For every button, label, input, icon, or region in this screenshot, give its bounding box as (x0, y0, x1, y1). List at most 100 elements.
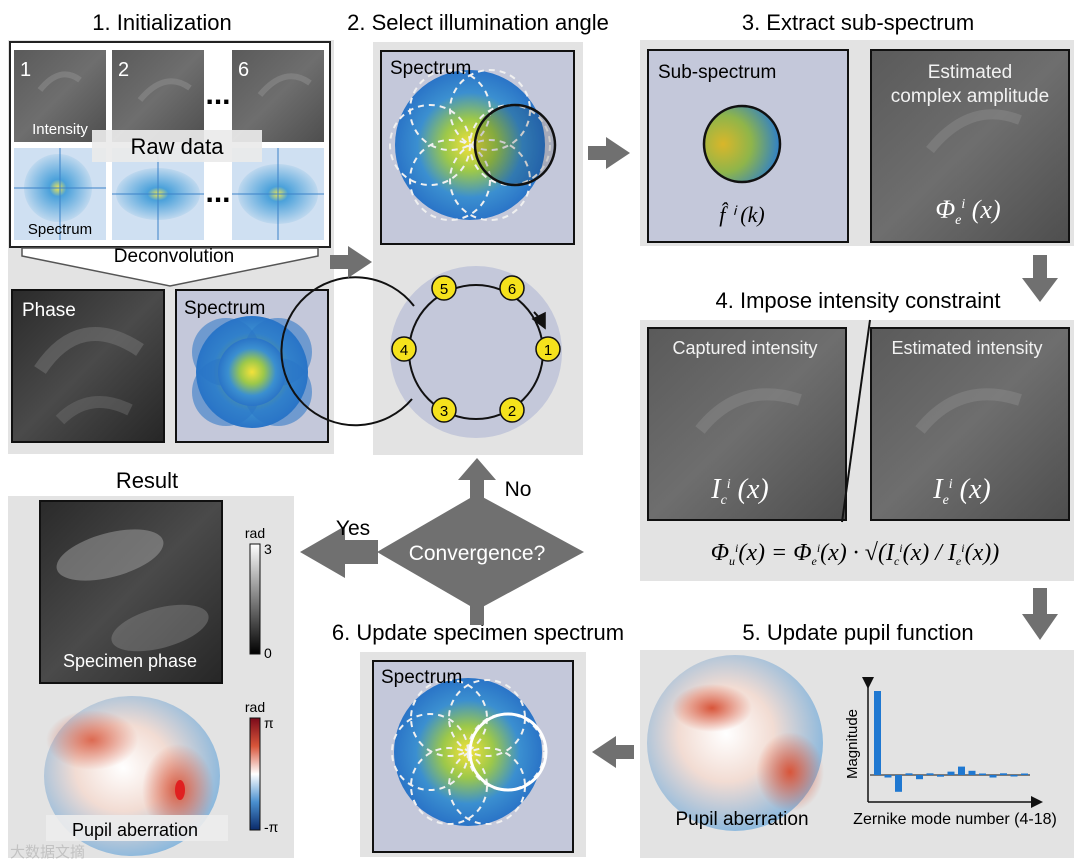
estimated-amplitude-formula: Φei (x) (935, 195, 1000, 228)
spectra-ellipsis: ... (205, 176, 230, 209)
illumination-angle-wheel: 1 2 3 4 5 6 (280, 266, 562, 438)
zernike-bar-18 (1021, 773, 1028, 775)
arrow-impose-to-pupil (1022, 588, 1058, 640)
specimen-phase-label: Specimen phase (63, 651, 197, 671)
zernike-bar-4 (874, 691, 881, 775)
sub-spectrum-circle (702, 104, 782, 184)
angle-number-1: 1 (544, 342, 552, 359)
pupil-colorbar-min: -π (264, 819, 279, 835)
chart-x-label: Zernike mode number (4-18) (853, 811, 1057, 828)
decision-yes-label: Yes (336, 517, 370, 540)
convergence-question: Convergence? (409, 542, 546, 565)
raw-frame-1 (14, 50, 106, 142)
arrow-pupil-to-update (592, 736, 634, 768)
panel-select-angle: Spectrum 1 2 3 4 5 6 (280, 42, 583, 455)
zernike-bar-10 (937, 775, 944, 777)
update-spectrum-label: Spectrum (381, 667, 462, 688)
select-spectrum-flower (389, 69, 557, 221)
select-spectrum-label: Spectrum (390, 58, 471, 79)
angle-number-5: 5 (440, 281, 448, 298)
pupil-colorbar-unit: rad (245, 699, 265, 715)
zernike-bar-14 (979, 773, 986, 775)
angle-number-2: 2 (508, 403, 516, 420)
convergence-diamond (377, 494, 584, 610)
section-title-select-angle: 2. Select illumination angle (347, 10, 609, 35)
update-spectrum-flower (391, 678, 548, 826)
panel-result: Specimen phase rad 3 0 Pupil aberration … (8, 496, 294, 858)
zernike-bar-11 (947, 771, 955, 775)
sub-spectrum-label: Sub-spectrum (658, 62, 776, 83)
watermark: 大数据文摘 (10, 843, 85, 861)
section-title-impose: 4. Impose intensity constraint (716, 288, 1001, 313)
captured-intensity-formula: Ici (x) (710, 474, 769, 508)
phase-colorbar-unit: rad (245, 525, 265, 541)
estimated-intensity-image (870, 327, 1070, 521)
initial-spectrum-flower (192, 316, 312, 428)
estimated-intensity-formula: Iei (x) (932, 474, 991, 508)
panel-extract: Sub-spectrum f̂ ⁱ (k) Estimated complex … (640, 40, 1074, 246)
frame-number-1: 1 (20, 59, 31, 81)
arrow-select-to-extract (588, 137, 630, 169)
arrow-decision-yes (300, 526, 378, 578)
division-slash (841, 319, 871, 523)
section-title-extract: 3. Extract sub-spectrum (742, 10, 974, 35)
arrow-init-to-select (330, 246, 372, 278)
zernike-bar-9 (926, 773, 934, 775)
estimated-line1: Estimated (928, 62, 1012, 83)
zernike-bar-13 (968, 770, 976, 775)
zernike-bar-8 (916, 775, 923, 780)
raw-frame-2 (112, 50, 204, 142)
phase-colorbar (249, 543, 261, 655)
estimated-line2: complex amplitude (891, 86, 1049, 107)
zernike-bar-12 (958, 766, 965, 775)
zernike-bar-5 (884, 775, 892, 778)
angle-number-3: 3 (440, 403, 448, 420)
pupil-colorbar (249, 717, 261, 831)
angle-number-4: 4 (400, 342, 408, 359)
angle-number-6: 6 (508, 281, 516, 298)
raw-data-banner (92, 130, 262, 162)
raw-frame-6 (232, 50, 324, 142)
zernike-bar-6 (895, 775, 902, 792)
sub-spectrum-formula: f̂ ⁱ (k) (719, 202, 764, 227)
frame-number-2: 2 (118, 59, 129, 81)
pupil-colorbar-max: π (264, 715, 274, 731)
section-title-result: Result (116, 468, 178, 493)
phase-label: Phase (22, 300, 76, 321)
zernike-bar-7 (905, 773, 913, 775)
decision-no-label: No (505, 478, 532, 501)
panel-pupil: Pupil aberration Magnitude Zernike mode … (640, 650, 1074, 858)
estimated-amplitude-image (870, 49, 1070, 243)
update-formula: Φui(x) = Φei(x) · √(Ici(x) / Iei(x)) (711, 540, 999, 568)
arrow-extract-to-impose (1022, 255, 1058, 302)
zernike-bar-16 (1000, 773, 1007, 775)
deconvolution-label: Deconvolution (114, 246, 234, 267)
chart-y-label: Magnitude (844, 709, 861, 779)
captured-intensity-label: Captured intensity (672, 338, 817, 358)
zernike-bar-17 (1010, 775, 1018, 777)
raw-data-label: Raw data (131, 134, 225, 159)
section-title-initialization: 1. Initialization (92, 10, 231, 35)
panel-impose: Captured intensity Ici (x) Estimated int… (640, 319, 1074, 581)
phase-colorbar-min: 0 (264, 645, 272, 661)
section-title-pupil: 5. Update pupil function (742, 620, 973, 645)
panel-initialization: 1 2 6 ... Intensity ... Spectrum Raw dat… (8, 40, 334, 454)
spectrum-output-label: Spectrum (184, 298, 265, 319)
pupil-aberration-label: Pupil aberration (675, 809, 808, 830)
deconvolution-arrow (21, 247, 319, 287)
flow-arrows (300, 137, 1058, 768)
zernike-bar-15 (989, 775, 997, 778)
intensity-label: Intensity (32, 121, 88, 138)
panel-update-spectrum: Spectrum (360, 652, 586, 857)
frame-number-6: 6 (238, 59, 249, 81)
estimated-intensity-label: Estimated intensity (891, 338, 1042, 358)
arrow-decision-no (458, 458, 496, 498)
captured-intensity-image (647, 327, 847, 521)
raw-spectrum-label: Spectrum (28, 221, 92, 238)
phase-colorbar-max: 3 (264, 541, 272, 557)
zernike-bar-chart: Magnitude Zernike mode number (4-18) (844, 677, 1057, 828)
result-pupil-label: Pupil aberration (72, 820, 198, 840)
frames-ellipsis: ... (205, 78, 230, 111)
